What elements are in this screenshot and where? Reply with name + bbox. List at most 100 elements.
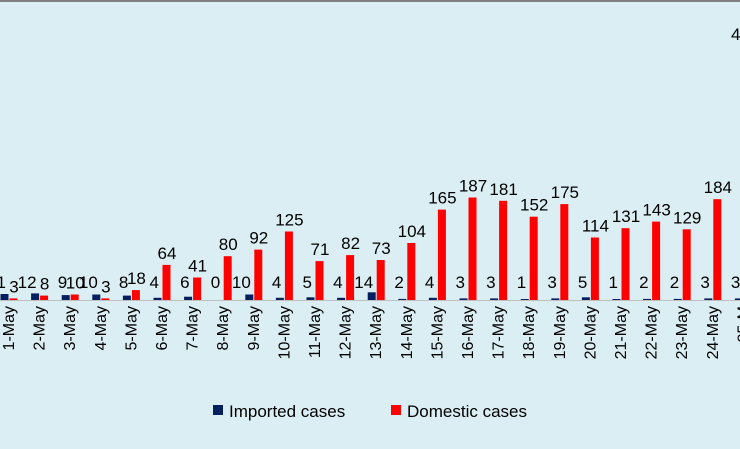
- bar-domestic-14-May: [407, 243, 415, 300]
- label-imported-23-May: 2: [670, 273, 679, 292]
- x-tick-label-16-May: 16-May: [460, 306, 477, 359]
- bar-domestic-2-May: [40, 296, 48, 300]
- bar-imported-1-May: [1, 294, 9, 300]
- bar-imported-21-May: [613, 299, 621, 300]
- bar-domestic-10-May: [285, 232, 293, 301]
- label-domestic-12-May: 82: [341, 234, 360, 253]
- legend-swatch-imported: [213, 405, 223, 415]
- label-domestic-5-May: 18: [127, 269, 146, 288]
- x-tick-label-21-May: 21-May: [613, 306, 630, 359]
- bar-imported-16-May: [460, 298, 468, 300]
- label-domestic-9-May: 92: [249, 229, 268, 248]
- x-tick-label-22-May: 22-May: [644, 306, 661, 359]
- label-imported-18-May: 1: [517, 273, 526, 292]
- label-domestic-11-May: 71: [311, 240, 330, 259]
- bar-imported-13-May: [368, 292, 376, 300]
- x-tick-label-4-May: 4-May: [93, 306, 110, 350]
- bar-domestic-15-May: [438, 210, 446, 300]
- x-tick-label-11-May: 11-May: [307, 306, 324, 358]
- label-domestic-15-May: 165: [428, 189, 456, 208]
- label-imported-11-May: 5: [303, 273, 312, 292]
- x-tick-label-9-May: 9-May: [246, 306, 263, 350]
- legend: Imported cases Domestic cases: [213, 402, 527, 421]
- bar-domestic-24-May: [713, 199, 721, 300]
- label-domestic-13-May: 73: [372, 239, 391, 258]
- bar-imported-17-May: [490, 298, 498, 300]
- label-domestic-10-May: 125: [275, 211, 303, 230]
- label-domestic-22-May: 143: [642, 201, 670, 220]
- bar-imported-3-May: [62, 295, 70, 300]
- label-domestic-17-May: 181: [489, 180, 517, 199]
- x-tick-label-15-May: 15-May: [429, 306, 446, 359]
- x-tick-label-18-May: 18-May: [521, 306, 538, 359]
- bar-imported-25-M: [735, 298, 740, 300]
- bar-domestic-5-May: [132, 290, 140, 300]
- label-imported-7-May: 6: [180, 273, 189, 292]
- bar-imported-9-May: [245, 295, 253, 301]
- bar-imported-18-May: [521, 299, 529, 300]
- label-imported-16-May: 3: [456, 273, 465, 292]
- label-domestic-4-May: 3: [101, 277, 110, 296]
- label-domestic-8-May: 80: [219, 235, 238, 254]
- label-domestic-20-May: 114: [582, 217, 609, 236]
- label-imported-22-May: 2: [639, 273, 648, 292]
- label-imported-4-May: 10: [79, 273, 98, 292]
- legend-swatch-domestic: [391, 405, 401, 415]
- label-imported-21-May: 1: [609, 273, 618, 292]
- bar-domestic-19-May: [560, 204, 568, 300]
- bar-imported-24-May: [704, 298, 712, 300]
- x-tick-label-2-May: 2-May: [32, 306, 49, 350]
- label-imported-13-May: 14: [354, 273, 373, 292]
- bar-imported-4-May: [92, 295, 100, 301]
- bar-imported-2-May: [31, 293, 39, 300]
- label-imported-17-May: 3: [486, 273, 495, 292]
- bar-domestic-4-May: [101, 298, 109, 300]
- bar-domestic-6-May: [163, 265, 171, 300]
- x-tick-label-19-May: 19-May: [552, 306, 569, 359]
- x-tick-label-3-May: 3-May: [62, 306, 79, 350]
- label-domestic-18-May: 152: [520, 196, 548, 215]
- label-domestic-6-May: 64: [158, 244, 177, 263]
- x-tick-label-20-May: 20-May: [582, 306, 599, 359]
- bar-imported-23-May: [674, 299, 682, 300]
- legend-label-domestic: Domestic cases: [407, 402, 527, 421]
- bar-imported-7-May: [184, 297, 192, 300]
- label-imported-25-M: 3: [731, 273, 740, 292]
- label-imported-12-May: 4: [333, 273, 342, 292]
- x-tick-label-14-May: 14-May: [399, 306, 416, 359]
- x-tick-label-25-M: 25-M: [735, 306, 740, 342]
- bar-domestic-18-May: [530, 217, 538, 300]
- x-tick-label-17-May: 17-May: [491, 306, 508, 359]
- bar-domestic-8-May: [224, 256, 232, 300]
- bar-imported-14-May: [398, 299, 406, 300]
- label-imported-10-May: 4: [272, 273, 281, 292]
- label-imported-24-May: 3: [700, 273, 709, 292]
- label-domestic-21-May: 131: [612, 207, 640, 226]
- x-tick-label-13-May: 13-May: [368, 306, 385, 359]
- bar-imported-22-May: [643, 299, 651, 300]
- clipped-value-label: 4: [731, 25, 740, 44]
- label-imported-19-May: 3: [547, 273, 556, 292]
- bar-imported-12-May: [337, 298, 345, 300]
- x-tick-label-10-May: 10-May: [276, 306, 293, 359]
- label-domestic-19-May: 175: [551, 183, 579, 202]
- bar-domestic-23-May: [683, 229, 691, 300]
- bar-domestic-21-May: [622, 228, 630, 300]
- bar-domestic-20-May: [591, 238, 599, 301]
- label-domestic-24-May: 184: [704, 178, 732, 197]
- bar-domestic-11-May: [316, 261, 324, 300]
- legend-label-imported: Imported cases: [229, 402, 345, 421]
- bar-domestic-7-May: [193, 278, 201, 301]
- label-imported-6-May: 4: [150, 273, 159, 292]
- x-tick-label-12-May: 12-May: [338, 306, 355, 359]
- bar-imported-20-May: [582, 297, 590, 300]
- label-domestic-23-May: 129: [673, 208, 701, 227]
- x-tick-label-8-May: 8-May: [215, 306, 232, 350]
- bar-domestic-16-May: [469, 198, 477, 301]
- label-imported-2-May: 12: [18, 273, 37, 292]
- label-imported-1-May: 11: [0, 273, 6, 292]
- label-imported-9-May: 10: [232, 273, 251, 292]
- bar-domestic-12-May: [346, 255, 354, 300]
